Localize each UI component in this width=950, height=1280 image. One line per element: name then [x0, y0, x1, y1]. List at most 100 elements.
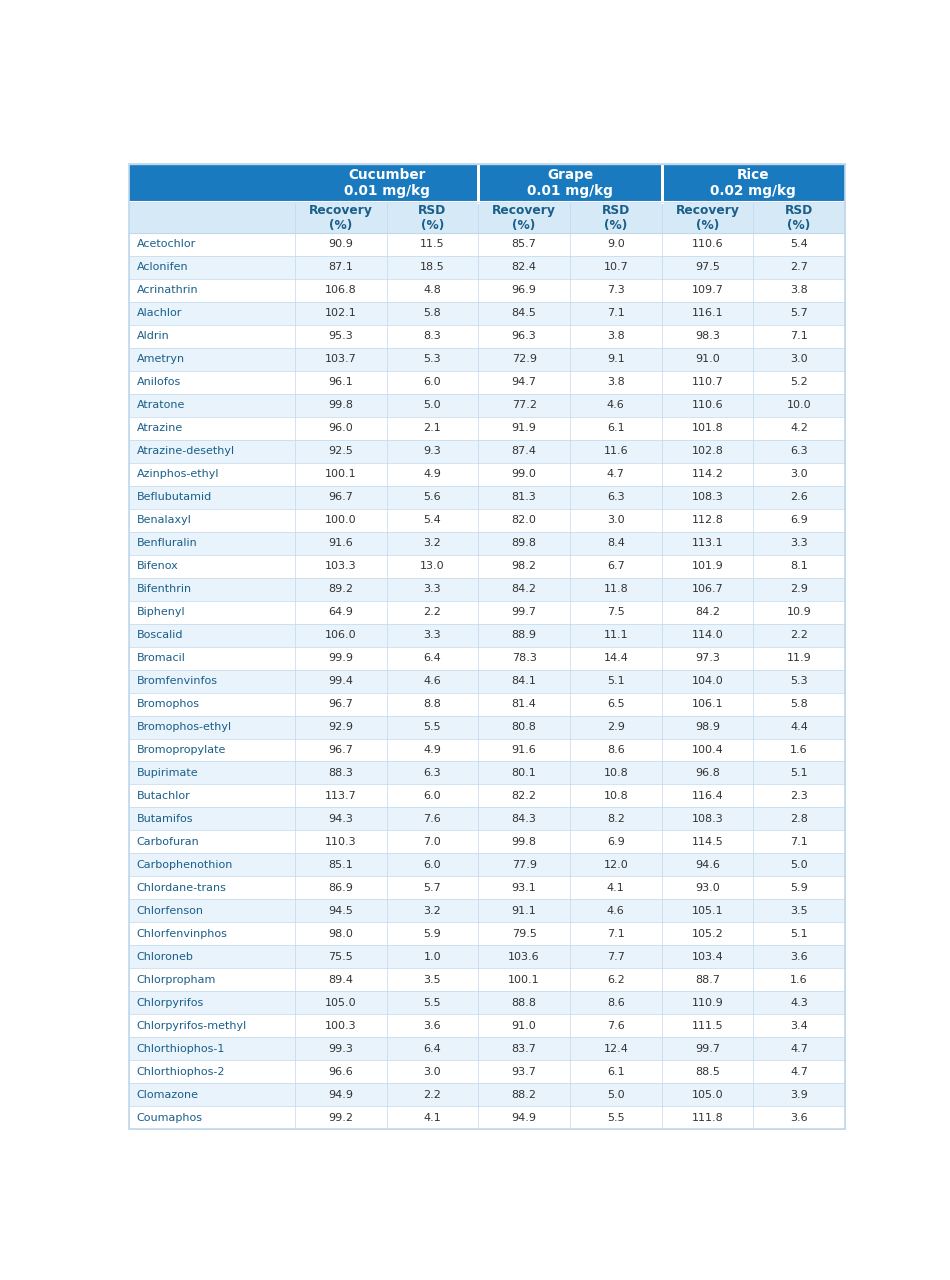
- Bar: [570, 946, 661, 968]
- Text: 6.0: 6.0: [424, 791, 441, 801]
- Text: 12.4: 12.4: [603, 1043, 628, 1053]
- Bar: [570, 1014, 661, 1037]
- Bar: [753, 923, 845, 946]
- Bar: [661, 739, 753, 762]
- Bar: [478, 716, 570, 739]
- Text: 3.8: 3.8: [607, 378, 625, 388]
- Text: 5.0: 5.0: [607, 1089, 624, 1100]
- Text: 4.9: 4.9: [424, 470, 442, 479]
- Text: 3.2: 3.2: [424, 906, 442, 916]
- Bar: [129, 463, 294, 485]
- Text: Butachlor: Butachlor: [137, 791, 190, 801]
- Text: 4.2: 4.2: [790, 424, 808, 433]
- Text: 4.7: 4.7: [790, 1043, 808, 1053]
- Bar: [129, 531, 294, 554]
- Bar: [570, 371, 661, 394]
- Text: 79.5: 79.5: [512, 929, 537, 938]
- Bar: [387, 508, 478, 531]
- Text: 4.1: 4.1: [607, 883, 625, 893]
- Text: 13.0: 13.0: [420, 561, 445, 571]
- Text: 2.2: 2.2: [424, 607, 442, 617]
- Bar: [387, 1037, 478, 1060]
- Text: 94.3: 94.3: [329, 814, 353, 824]
- Bar: [753, 808, 845, 831]
- Bar: [129, 808, 294, 831]
- Text: Chlorpyrifos: Chlorpyrifos: [137, 998, 204, 1007]
- Bar: [478, 1083, 570, 1106]
- Text: 5.4: 5.4: [790, 239, 808, 250]
- Text: 4.7: 4.7: [607, 470, 625, 479]
- Bar: [478, 394, 570, 417]
- Text: 9.1: 9.1: [607, 355, 625, 365]
- Bar: [570, 739, 661, 762]
- Text: 1.6: 1.6: [790, 975, 808, 984]
- Bar: [570, 485, 661, 508]
- Bar: [661, 785, 753, 808]
- Text: 1.6: 1.6: [790, 745, 808, 755]
- Text: 6.1: 6.1: [607, 424, 624, 433]
- Bar: [387, 946, 478, 968]
- Text: 91.6: 91.6: [329, 538, 353, 548]
- Bar: [753, 202, 845, 233]
- Bar: [478, 1060, 570, 1083]
- Text: 3.6: 3.6: [790, 952, 808, 961]
- Bar: [753, 417, 845, 440]
- Bar: [570, 623, 661, 646]
- Text: 91.6: 91.6: [512, 745, 537, 755]
- Text: 100.4: 100.4: [692, 745, 723, 755]
- Bar: [387, 463, 478, 485]
- Text: 106.1: 106.1: [692, 699, 723, 709]
- Text: 105.2: 105.2: [692, 929, 723, 938]
- Bar: [129, 646, 294, 669]
- Bar: [753, 1083, 845, 1106]
- Bar: [294, 463, 387, 485]
- Text: Ametryn: Ametryn: [137, 355, 184, 365]
- Bar: [129, 600, 294, 623]
- Text: Rice
0.02 mg/kg: Rice 0.02 mg/kg: [711, 168, 796, 198]
- Text: 8.4: 8.4: [607, 538, 625, 548]
- Text: Chlorthiophos-1: Chlorthiophos-1: [137, 1043, 225, 1053]
- Bar: [478, 623, 570, 646]
- Text: 4.9: 4.9: [424, 745, 442, 755]
- Bar: [478, 554, 570, 577]
- Text: 10.0: 10.0: [787, 401, 811, 411]
- Text: 112.8: 112.8: [692, 515, 723, 525]
- Bar: [570, 1037, 661, 1060]
- Bar: [661, 968, 753, 991]
- Text: Chlorthiophos-2: Chlorthiophos-2: [137, 1066, 225, 1076]
- Bar: [387, 1014, 478, 1037]
- Bar: [129, 854, 294, 877]
- Bar: [661, 831, 753, 854]
- Bar: [387, 1083, 478, 1106]
- Text: 84.2: 84.2: [695, 607, 720, 617]
- Bar: [570, 646, 661, 669]
- Bar: [478, 1014, 570, 1037]
- Text: 87.1: 87.1: [329, 262, 353, 273]
- Text: 106.7: 106.7: [692, 584, 723, 594]
- Bar: [570, 854, 661, 877]
- Bar: [661, 202, 753, 233]
- Bar: [661, 302, 753, 325]
- Bar: [753, 554, 845, 577]
- Bar: [387, 669, 478, 692]
- Text: 6.0: 6.0: [424, 378, 441, 388]
- Bar: [570, 692, 661, 716]
- Text: Bromfenvinfos: Bromfenvinfos: [137, 676, 218, 686]
- Text: 103.7: 103.7: [325, 355, 356, 365]
- Bar: [753, 325, 845, 348]
- Bar: [387, 739, 478, 762]
- Text: 103.3: 103.3: [325, 561, 356, 571]
- Text: Benalaxyl: Benalaxyl: [137, 515, 192, 525]
- Bar: [661, 394, 753, 417]
- Bar: [753, 233, 845, 256]
- Text: 116.1: 116.1: [692, 308, 723, 319]
- Bar: [753, 877, 845, 900]
- Bar: [570, 554, 661, 577]
- Text: 77.2: 77.2: [512, 401, 537, 411]
- Text: 5.2: 5.2: [790, 378, 808, 388]
- Bar: [387, 968, 478, 991]
- Text: 10.8: 10.8: [603, 791, 628, 801]
- Bar: [753, 508, 845, 531]
- Text: Bromopropylate: Bromopropylate: [137, 745, 226, 755]
- Text: 10.7: 10.7: [603, 262, 628, 273]
